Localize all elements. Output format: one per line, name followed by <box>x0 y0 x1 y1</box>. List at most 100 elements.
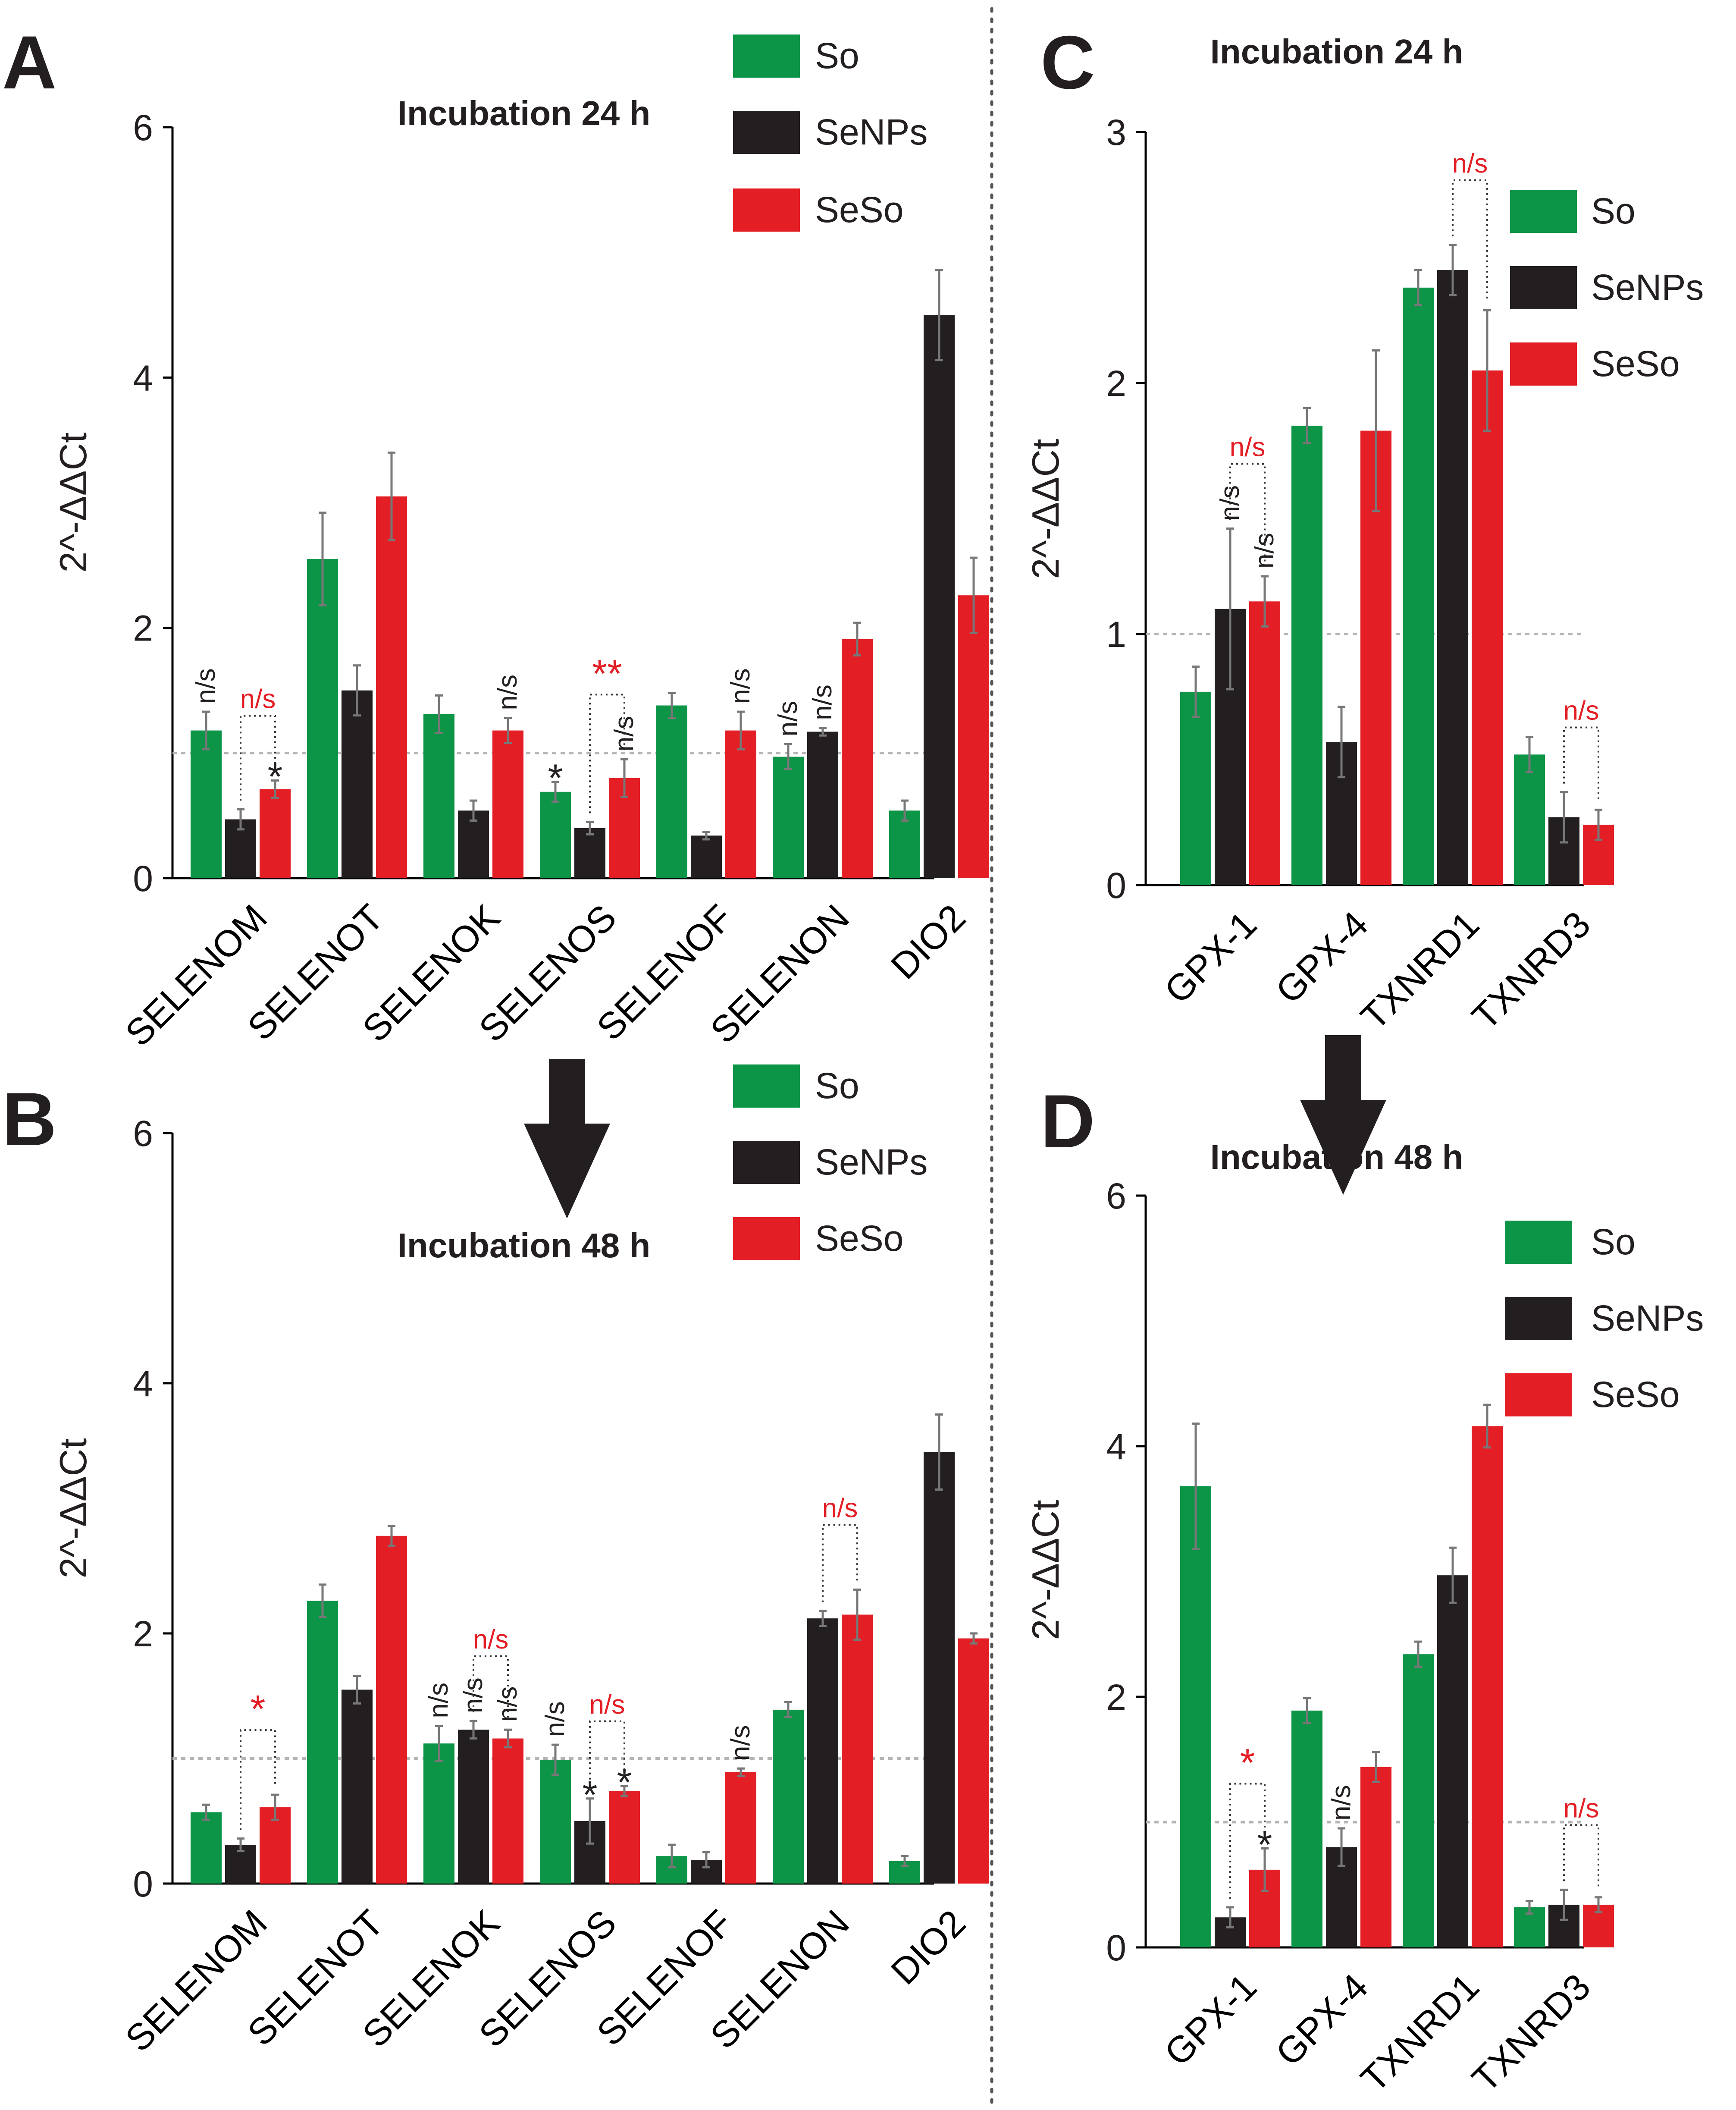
y-tick-label: 2 <box>1106 363 1126 404</box>
significance-label: n/s <box>822 1494 858 1523</box>
error-bar <box>620 1785 628 1797</box>
error-bar <box>1526 1900 1533 1915</box>
bar-senps-selenok <box>458 810 489 878</box>
y-tick-label: 6 <box>133 107 153 148</box>
legend-label-senps: SeNPs <box>815 112 928 152</box>
significance-label: n/s <box>1215 485 1245 521</box>
bar-seso-selenof <box>725 1772 756 1884</box>
error-bar <box>970 1632 978 1645</box>
significance-label: n/s <box>473 1625 509 1655</box>
error-bar <box>1303 407 1311 445</box>
error-bar <box>271 1793 279 1821</box>
error-bar <box>586 1797 594 1845</box>
legend-label-senps: SeNPs <box>815 1142 928 1182</box>
bar-seso-dio2 <box>958 595 989 878</box>
bar-seso-dio2 <box>958 1638 989 1884</box>
panel-letter: B <box>2 1077 56 1162</box>
bar-seso-gpx-1 <box>1249 601 1280 885</box>
category-label: GPX-1 <box>1156 904 1264 1011</box>
significance-label: n/s <box>609 716 639 752</box>
bar-senps-selenon <box>807 1618 838 1884</box>
significance-label: * <box>1257 1824 1272 1867</box>
significance-label: n/s <box>1250 533 1279 568</box>
error-bar <box>435 1725 443 1762</box>
error-bar <box>668 692 676 719</box>
legend-label-so: So <box>1591 1221 1636 1262</box>
chart-title: Incubation 24 h <box>398 94 651 132</box>
category-label: GPX-4 <box>1268 904 1376 1011</box>
error-bar <box>935 1413 943 1491</box>
error-bar <box>319 1583 326 1618</box>
error-bar <box>353 1675 361 1705</box>
error-bar <box>1595 808 1602 841</box>
significance-label: * <box>582 1774 597 1817</box>
significance-label: n/s <box>1326 1785 1356 1821</box>
error-bar <box>737 710 745 750</box>
error-bar <box>935 269 943 361</box>
bar-so-selenof <box>656 705 687 878</box>
error-bar <box>1261 1847 1269 1892</box>
error-bar <box>1372 349 1380 512</box>
legend-swatch-senps <box>1505 1297 1572 1340</box>
y-tick-label: 4 <box>133 1363 153 1404</box>
error-bar <box>1414 1640 1422 1668</box>
error-bar <box>1192 666 1200 718</box>
error-bar <box>1449 1546 1457 1604</box>
significance-label: n/s <box>1230 433 1266 462</box>
error-bar <box>1449 244 1457 296</box>
y-axis-label: 2^-ΔΔCt <box>1024 439 1067 579</box>
significance-bracket <box>589 694 625 813</box>
error-bar <box>237 808 244 831</box>
bar-senps-selenon <box>807 732 838 878</box>
error-bar <box>620 758 628 798</box>
category-label: GPX-4 <box>1268 1966 1376 2074</box>
y-tick-label: 2 <box>133 608 153 649</box>
bar-so-selenos <box>540 791 571 878</box>
bar-senps-selenof <box>691 835 722 878</box>
error-bar <box>552 1743 559 1776</box>
significance-label: * <box>617 1761 632 1804</box>
y-tick-label: 0 <box>133 1864 153 1904</box>
panel-letter: A <box>2 21 56 105</box>
bar-senps-selenot <box>342 690 373 878</box>
error-bar <box>901 799 909 822</box>
error-bar <box>470 799 477 822</box>
error-bar <box>784 743 792 771</box>
y-axis-label: 2^-ΔΔCt <box>1024 1500 1067 1640</box>
error-bar <box>1526 736 1533 773</box>
bar-so-selenot <box>307 559 338 878</box>
y-tick-label: 2 <box>133 1614 153 1654</box>
error-bar <box>353 664 361 717</box>
error-bar <box>970 556 978 634</box>
bar-senps-txnrd1 <box>1437 270 1468 885</box>
significance-label: * <box>267 756 282 799</box>
error-bar <box>1261 575 1269 628</box>
bar-senps-selenos <box>574 828 605 878</box>
bar-senps-dio2 <box>924 1452 955 1884</box>
error-bar <box>319 512 326 606</box>
legend-swatch-so <box>733 1064 800 1108</box>
chart-title: Incubation 48 h <box>398 1226 651 1265</box>
legend-label-so: So <box>815 1065 859 1106</box>
bar-so-gpx-1 <box>1180 1486 1211 1947</box>
legend-swatch-seso <box>733 188 800 232</box>
significance-label: n/s <box>191 668 221 704</box>
category-label: DIO2 <box>883 1902 974 1993</box>
error-bar <box>1372 1751 1380 1783</box>
bar-senps-selenok <box>458 1730 489 1884</box>
y-tick-label: 4 <box>1106 1426 1126 1467</box>
legend-label-seso: SeSo <box>815 189 904 230</box>
legend-swatch-so <box>733 35 800 78</box>
legend-label-so: So <box>1591 191 1636 231</box>
bar-so-gpx-4 <box>1291 425 1322 885</box>
error-bar <box>702 831 710 841</box>
significance-bracket <box>1563 726 1599 801</box>
legend-label-seso: SeSo <box>1591 343 1680 384</box>
error-bar <box>388 451 395 542</box>
significance-bracket <box>822 1524 858 1602</box>
significance-label: n/s <box>240 684 276 714</box>
error-bar <box>853 1589 861 1641</box>
significance-label: n/s <box>726 668 755 704</box>
